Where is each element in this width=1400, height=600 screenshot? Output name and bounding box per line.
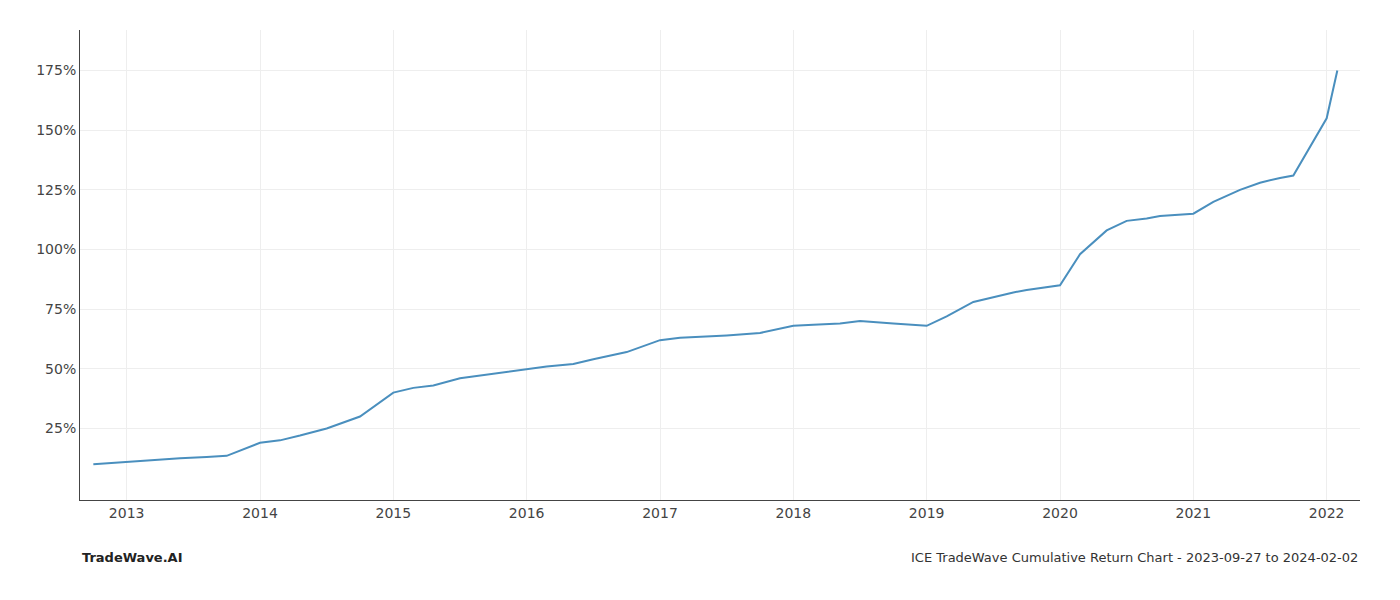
svg-text:2020: 2020	[1042, 505, 1078, 521]
svg-text:2016: 2016	[509, 505, 545, 521]
svg-text:2021: 2021	[1176, 505, 1212, 521]
svg-text:2015: 2015	[376, 505, 412, 521]
svg-text:150%: 150%	[36, 122, 76, 138]
svg-text:2022: 2022	[1309, 505, 1345, 521]
svg-text:2018: 2018	[776, 505, 812, 521]
svg-text:ICE TradeWave Cumulative Retur: ICE TradeWave Cumulative Return Chart - …	[911, 550, 1358, 565]
svg-text:125%: 125%	[36, 182, 76, 198]
svg-text:2013: 2013	[109, 505, 145, 521]
svg-text:TradeWave.AI: TradeWave.AI	[82, 550, 183, 565]
svg-text:100%: 100%	[36, 241, 76, 257]
svg-text:2019: 2019	[909, 505, 945, 521]
svg-text:50%: 50%	[45, 361, 76, 377]
svg-text:2014: 2014	[242, 505, 278, 521]
svg-text:25%: 25%	[45, 420, 76, 436]
svg-text:2017: 2017	[642, 505, 678, 521]
svg-text:75%: 75%	[45, 301, 76, 317]
svg-text:175%: 175%	[36, 62, 76, 78]
